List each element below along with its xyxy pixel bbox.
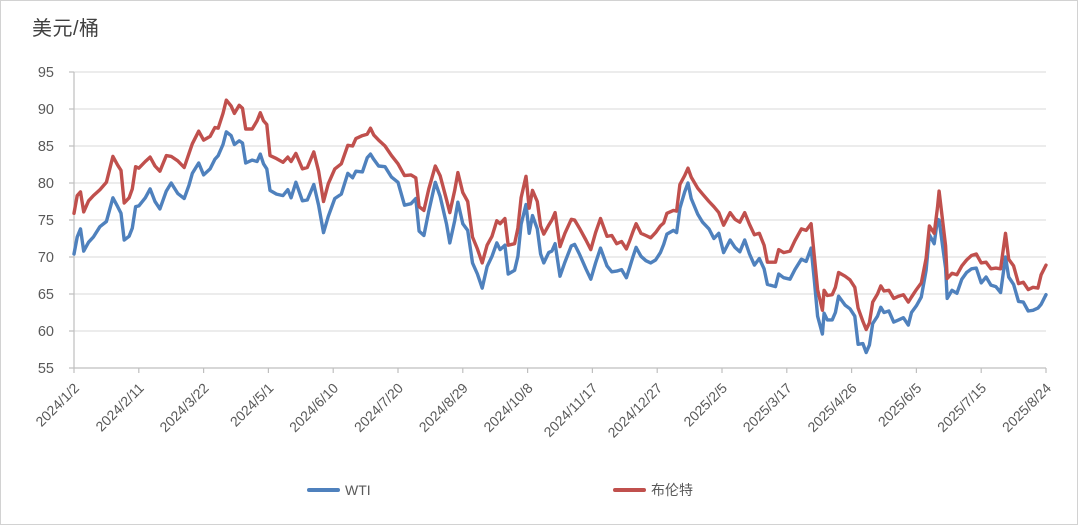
x-tick-label: 2024/6/10 (286, 380, 342, 436)
brent-legend-line-icon (613, 488, 646, 492)
brent-legend-label: 布伦特 (651, 482, 693, 498)
wti-legend-line-icon (307, 488, 340, 492)
x-tick-label: 2025/7/15 (934, 380, 990, 436)
x-tick-label: 2024/3/22 (156, 380, 212, 436)
x-tick-label: 2025/2/5 (680, 380, 730, 430)
wti-series-line (72, 130, 1048, 355)
legend-item-brent: 布伦特 (613, 481, 693, 499)
x-tick-label: 2025/3/17 (740, 380, 796, 436)
y-tick-label: 80 (38, 176, 54, 192)
y-tick-label: 85 (38, 139, 54, 155)
chart-title: 美元/桶 (32, 18, 100, 40)
x-tick-label: 2024/5/1 (227, 380, 277, 430)
brent-series-line (72, 98, 1048, 332)
y-tick-label: 65 (38, 287, 54, 303)
legend-item-wti: WTI (307, 481, 371, 499)
y-tick-label: 70 (38, 250, 54, 266)
x-tick-label: 2024/12/27 (604, 380, 665, 441)
wti-legend-label: WTI (345, 482, 371, 498)
y-tick-label: 90 (38, 102, 54, 118)
x-tick-label: 2025/6/5 (875, 380, 925, 430)
x-tick-label: 2025/4/26 (804, 380, 860, 436)
x-tick-label: 2025/8/24 (999, 380, 1055, 436)
x-tick-label: 2024/10/8 (480, 380, 536, 436)
y-tick-label: 75 (38, 213, 54, 229)
y-tick-label: 95 (38, 65, 54, 81)
y-tick-label: 60 (38, 324, 54, 340)
y-tick-label: 55 (38, 361, 54, 377)
x-tick-label: 2024/8/29 (416, 380, 472, 436)
x-tick-label: 2024/11/17 (540, 380, 600, 440)
x-tick-label: 2024/7/20 (351, 380, 407, 436)
x-tick-label: 2024/2/11 (92, 380, 147, 435)
x-tick-label: 2024/1/2 (32, 380, 82, 430)
